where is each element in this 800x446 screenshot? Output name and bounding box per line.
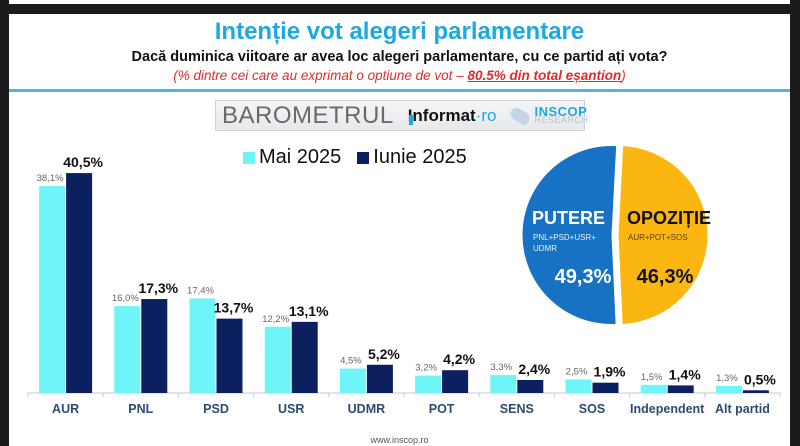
informat-name: Informat	[407, 105, 476, 125]
legend-label-iunie: Iunie 2025	[373, 146, 467, 168]
bar-iunie-2025	[291, 321, 318, 393]
legend-item-mai: Mai 2025	[243, 146, 341, 169]
chart-legend: Mai 2025 Iunie 2025	[243, 146, 483, 169]
data-label-mai: 3,3%	[490, 362, 512, 373]
category-label: Alt partid	[715, 402, 770, 416]
inscop-name: INSCOP	[534, 103, 588, 119]
data-label-mai: 1,3%	[716, 373, 738, 384]
data-label-mai: 2,5%	[566, 366, 588, 377]
note-suffix: )	[621, 68, 626, 83]
bar-iunie-2025	[517, 379, 544, 393]
category-label: Independent	[630, 402, 705, 416]
chart-title: Intenție vot alegeri parlamentare	[214, 18, 585, 45]
legend-swatch-iunie	[357, 151, 370, 164]
data-label-iunie: 4,2%	[443, 351, 475, 367]
pie-label-putere: PUTERE	[532, 208, 605, 228]
bar-iunie-2025	[216, 318, 243, 393]
pie-slice-putere	[522, 146, 617, 324]
header-divider	[9, 89, 790, 92]
bar-mai-2025	[114, 306, 141, 393]
inscop-sub: RESEARCH	[534, 114, 589, 125]
slide: Intenție vot alegeri parlamentare Dacă d…	[9, 14, 790, 446]
bar-mai-2025	[39, 186, 66, 393]
legend-label-mai: Mai 2025	[259, 146, 342, 168]
bar-iunie-2025	[667, 385, 694, 393]
data-label-iunie: 17,3%	[138, 280, 178, 296]
pie-value-opozitie: 46,3%	[637, 266, 694, 288]
bar-mai-2025	[565, 379, 592, 393]
category-label: USR	[278, 402, 304, 416]
bar-mai-2025	[339, 368, 366, 393]
data-label-iunie: 13,1%	[289, 303, 329, 319]
bar-iunie-2025	[366, 364, 393, 393]
category-label: PNL	[128, 402, 153, 416]
barometer-logo-text: BAROMETRUL	[222, 101, 394, 129]
data-label-iunie: 0,5%	[744, 371, 776, 387]
data-label-mai: 3,2%	[415, 363, 437, 374]
legend-swatch-mai	[243, 151, 255, 164]
data-label-mai: 12,2%	[262, 314, 289, 325]
informat-logo-text: Informat·ro	[408, 106, 497, 126]
bar-mai-2025	[264, 326, 291, 393]
inscop-logo: INSCOP RESEARCH	[508, 103, 589, 126]
data-label-iunie: 1,4%	[669, 366, 701, 382]
pie-label-opozitie: OPOZIȚIE	[627, 208, 711, 228]
category-label: POT	[429, 402, 455, 416]
data-label-iunie: 1,9%	[594, 364, 626, 380]
bar-mai-2025	[715, 385, 742, 393]
category-label: AUR	[52, 402, 79, 416]
chart-question: Dacă duminica viitoare ar avea loc alege…	[131, 49, 668, 65]
note-highlight: 80.5% din total eșantion	[467, 68, 622, 83]
partner-banner: BAROMETRUL Informat·ro INSCOP RESEARCH	[215, 100, 589, 131]
pie-detail-putere: PNL+PSD+USR+	[533, 233, 596, 242]
data-label-iunie: 5,2%	[368, 346, 400, 362]
bar-mai-2025	[490, 375, 517, 393]
vote-intention-chart: 38,1% 40,5% AUR 16,0%17,3% PNL 17,4%13,7% PSD 1…	[27, 146, 781, 416]
legend-item-iunie: Iunie 2025	[357, 146, 467, 169]
category-label: SENS	[500, 402, 534, 416]
pie-detail-putere: UDMR	[533, 244, 557, 253]
data-label-mai: 17,4%	[187, 286, 214, 297]
bar-iunie-2025	[592, 382, 619, 393]
category-label: PSD	[203, 402, 229, 416]
bar-iunie-2025	[66, 173, 93, 393]
pie-slice-opozitie	[618, 146, 708, 324]
data-label-mai: 38,1%	[37, 173, 64, 184]
data-label-iunie: 13,7%	[214, 300, 254, 316]
footer-url: www.inscop.ro	[370, 435, 429, 445]
pie-value-putere: 49,3%	[555, 266, 612, 288]
pie-detail-opozitie: AUR+POT+SOS	[628, 233, 688, 242]
sample-note: (% dintre cei care au exprimat o optiune…	[9, 68, 790, 83]
bar-mai-2025	[640, 384, 667, 393]
informat-suffix: ·ro	[475, 105, 497, 125]
data-label-mai: 1,5%	[641, 372, 663, 383]
bar-iunie-2025	[742, 390, 769, 393]
data-label-iunie: 2,4%	[518, 361, 550, 377]
bar-iunie-2025	[442, 370, 469, 393]
data-label-iunie: 40,5%	[63, 154, 103, 170]
bar-iunie-2025	[141, 299, 168, 393]
note-prefix: (% dintre cei care au exprimat o optiune…	[173, 68, 468, 83]
window-right-border	[790, 0, 800, 446]
data-label-mai: 4,5%	[340, 356, 362, 367]
data-label-mai: 16,0%	[112, 293, 139, 304]
window-top-strip	[9, 0, 790, 4]
bar-mai-2025	[189, 298, 216, 393]
bar-mai-2025	[415, 375, 442, 393]
inscop-logo-text: INSCOP RESEARCH	[534, 103, 589, 125]
category-label: UDMR	[348, 402, 386, 416]
category-label: SOS	[579, 402, 605, 416]
